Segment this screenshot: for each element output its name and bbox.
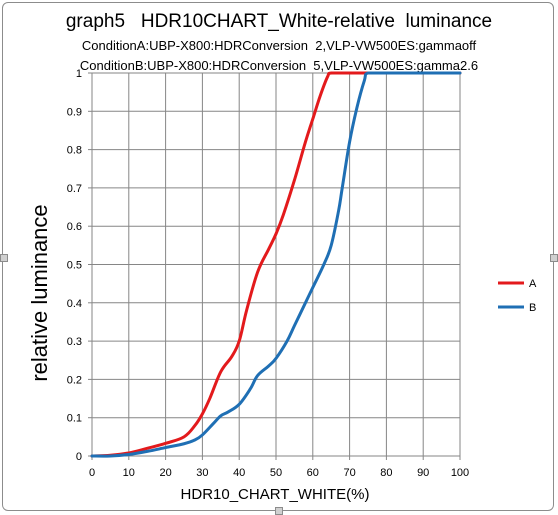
x-tick-label: 30: [196, 467, 208, 479]
y-tick-label: 0.7: [67, 183, 82, 195]
chart-subtitle-line-2: ConditionB:UBP-X800:HDRConversion 5,VLP-…: [79, 58, 479, 73]
grid: [88, 72, 461, 460]
y-tick-label: 0.5: [67, 260, 82, 272]
legend-label-a: A: [529, 278, 537, 290]
y-tick-label: 0.3: [67, 336, 82, 348]
y-tick-label: 0.1: [67, 413, 82, 425]
y-tick-label: 0.4: [67, 298, 82, 310]
x-tick-label: 10: [123, 467, 135, 479]
x-tick-label: 80: [380, 467, 392, 479]
y-tick-label: 0.8: [67, 145, 82, 157]
x-tick-label: 40: [233, 467, 245, 479]
y-axis-label: relative luminance: [27, 204, 52, 381]
x-tick-label: 50: [270, 467, 282, 479]
x-tick-label: 60: [307, 467, 319, 479]
series-line-b: [90, 71, 462, 458]
series-line-a: [90, 71, 462, 458]
y-tick-label: 0.6: [67, 221, 82, 233]
x-tick-label: 0: [89, 467, 95, 479]
chart-subtitle-line-1: ConditionA:UBP-X800:HDRConversion 2,VLP-…: [81, 38, 477, 53]
y-tick-label: 0.9: [67, 106, 82, 118]
legend-label-b: B: [529, 302, 536, 314]
tick-labels: 0 10 20 30 40 50 60 70 80 90 100 0 0.1 0.2 0.3 0.4 0.5 0.…: [67, 68, 469, 479]
legend: AB: [498, 278, 537, 314]
resize-handle-left[interactable]: [0, 254, 8, 262]
x-tick-label: 90: [417, 467, 429, 479]
y-tick-label: 0: [76, 451, 82, 463]
y-tick-label: 1: [76, 68, 82, 80]
x-axis-label: HDR10_CHART_WHITE(%): [181, 486, 370, 503]
y-tick-label: 0.2: [67, 374, 82, 386]
x-tick-label: 20: [159, 467, 171, 479]
series-lines: [90, 71, 462, 458]
chart-title: graph5 HDR10CHART_White-relative luminan…: [65, 11, 493, 32]
x-tick-label: 100: [451, 467, 469, 479]
x-tick-label: 70: [343, 467, 355, 479]
